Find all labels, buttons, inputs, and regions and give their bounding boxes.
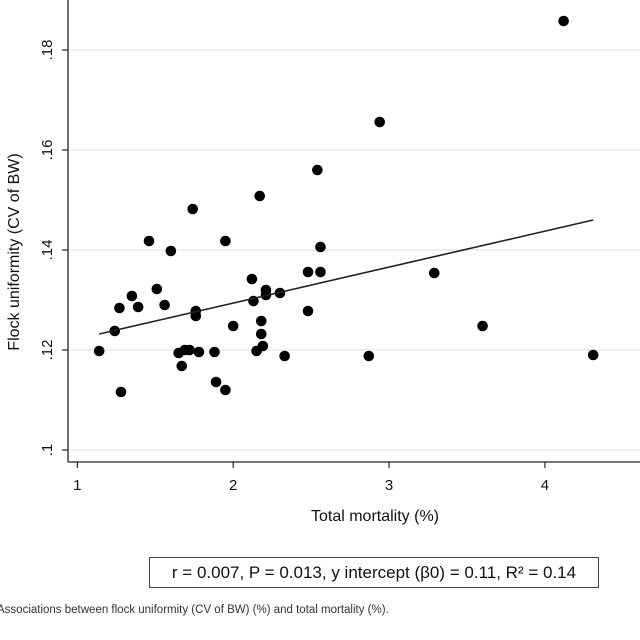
data-point bbox=[220, 235, 231, 247]
data-point bbox=[184, 344, 195, 356]
x-tick-label: 2 bbox=[229, 477, 237, 494]
fit-line bbox=[98, 219, 594, 335]
data-point bbox=[302, 266, 314, 278]
stats-annotation: r = 0.007, P = 0.013, y intercept (β0) =… bbox=[149, 557, 599, 588]
y-axis-title: Flock uniformity (CV of BW) bbox=[6, 153, 23, 350]
data-point bbox=[227, 320, 239, 332]
data-point bbox=[159, 299, 170, 311]
data-point bbox=[143, 235, 155, 247]
data-point bbox=[93, 345, 105, 357]
data-point bbox=[558, 15, 569, 27]
data-point bbox=[279, 350, 290, 362]
data-point bbox=[302, 305, 314, 317]
data-point bbox=[151, 283, 163, 295]
data-point bbox=[363, 350, 375, 362]
data-point bbox=[246, 273, 258, 285]
data-point bbox=[477, 320, 488, 332]
data-point bbox=[193, 346, 205, 358]
data-point bbox=[315, 241, 326, 253]
figure-caption: Associations between flock uniformity (C… bbox=[0, 604, 389, 616]
data-point bbox=[115, 386, 127, 398]
data-point bbox=[374, 116, 386, 128]
y-tick-label: .1 bbox=[39, 444, 56, 457]
data-point bbox=[114, 302, 125, 314]
data-point bbox=[255, 315, 267, 327]
y-tick-label: .12 bbox=[39, 340, 56, 361]
data-point bbox=[254, 190, 266, 202]
data-point bbox=[126, 290, 138, 302]
data-point bbox=[255, 328, 267, 340]
data-point bbox=[220, 384, 231, 396]
data-point bbox=[315, 266, 326, 278]
data-point bbox=[132, 301, 144, 313]
data-point bbox=[176, 360, 188, 372]
data-point bbox=[257, 340, 269, 352]
data-point bbox=[428, 267, 440, 279]
x-tick-label: 4 bbox=[541, 477, 549, 494]
data-point bbox=[165, 245, 177, 257]
x-tick-label: 3 bbox=[385, 477, 393, 494]
data-point bbox=[312, 164, 323, 176]
y-tick-label: .14 bbox=[39, 240, 56, 261]
x-axis-title: Total mortality (%) bbox=[311, 508, 439, 525]
data-point bbox=[587, 349, 599, 361]
x-tick-label: 1 bbox=[73, 477, 81, 494]
data-point bbox=[187, 203, 198, 215]
y-tick-label: .16 bbox=[39, 140, 56, 161]
data-point bbox=[209, 346, 220, 358]
y-tick-label: .18 bbox=[39, 40, 56, 61]
data-point bbox=[210, 376, 222, 388]
